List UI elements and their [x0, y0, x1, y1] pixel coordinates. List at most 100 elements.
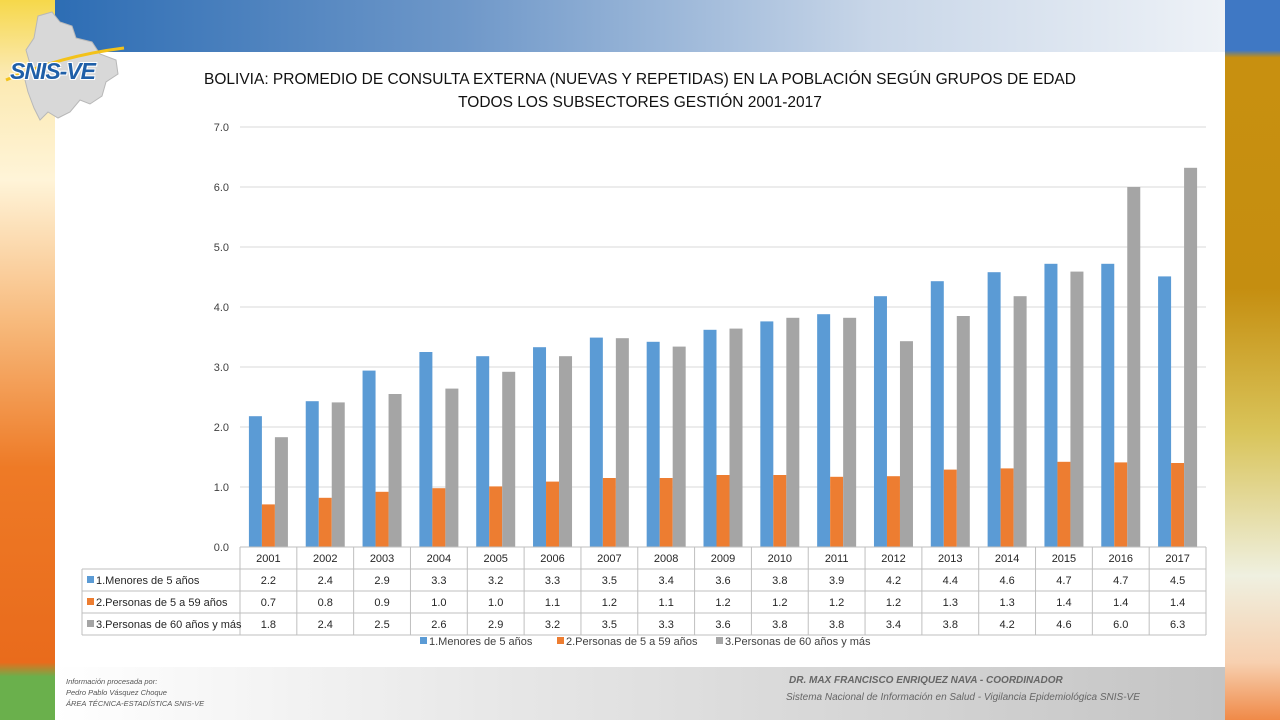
chart-title: BOLIVIA: PROMEDIO DE CONSULTA EXTERNA (N… [150, 68, 1130, 114]
data-label: 2.2 [261, 575, 276, 587]
legend-label: 2.Personas de 5 a 59 años [566, 636, 698, 648]
bar-series3 [786, 317, 800, 547]
bar-series3 [1184, 167, 1198, 548]
data-label: 0.9 [374, 597, 389, 609]
y-tick-label: 6.0 [214, 182, 229, 194]
bar-series2 [773, 475, 787, 547]
bar-series3 [331, 402, 345, 547]
data-label: 3.4 [886, 619, 901, 631]
data-label: 0.8 [318, 597, 333, 609]
data-label: 1.1 [659, 597, 674, 609]
bar-series3 [899, 341, 913, 547]
data-label: 1.4 [1056, 597, 1071, 609]
data-label: 1.2 [602, 597, 617, 609]
bar-series2 [602, 478, 616, 547]
bar-series1 [248, 416, 262, 547]
chart-title-line2: TODOS LOS SUBSECTORES GESTIÓN 2001-2017 [458, 94, 822, 111]
data-label: 3.4 [659, 575, 674, 587]
bolivia-map-icon [5, 11, 125, 121]
table-series-name: 3.Personas de 60 años y más [96, 619, 242, 631]
data-label: 1.3 [943, 597, 958, 609]
right-decorative-stripe [1225, 0, 1280, 720]
x-tick-label: 2010 [768, 553, 792, 565]
data-label: 1.2 [772, 597, 787, 609]
bar-series1 [419, 352, 433, 547]
bar-series2 [886, 476, 900, 547]
data-label: 2.9 [488, 619, 503, 631]
data-label: 3.6 [715, 619, 730, 631]
data-label: 3.2 [488, 575, 503, 587]
top-decorative-band [55, 0, 1225, 52]
footer-credits: Información procesada por: Pedro Pablo V… [66, 676, 204, 709]
data-label: 2.9 [374, 575, 389, 587]
x-tick-label: 2006 [540, 553, 564, 565]
footer-system-name: Sistema Nacional de Información en Salud… [786, 692, 1140, 703]
table-legend-key [87, 598, 94, 605]
data-label: 3.5 [602, 575, 617, 587]
data-label: 1.1 [545, 597, 560, 609]
data-label: 4.2 [999, 619, 1014, 631]
y-tick-label: 4.0 [214, 302, 229, 314]
bar-series1 [476, 356, 490, 547]
table-series-name: 1.Menores de 5 años [96, 575, 200, 587]
data-label: 1.2 [886, 597, 901, 609]
bar-series3 [388, 394, 402, 547]
bar-series2 [546, 481, 560, 547]
bar-series2 [489, 486, 503, 547]
data-label: 3.8 [772, 619, 787, 631]
data-label: 4.2 [886, 575, 901, 587]
bar-series2 [659, 478, 673, 547]
bar-series2 [318, 497, 332, 547]
data-label: 4.6 [1056, 619, 1071, 631]
bar-series2 [1000, 468, 1014, 547]
bar-series1 [589, 337, 603, 547]
table-series-name: 2.Personas de 5 a 59 años [96, 597, 228, 609]
data-label: 1.8 [261, 619, 276, 631]
data-label: 1.0 [488, 597, 503, 609]
bar-series3 [729, 328, 743, 547]
bar-series1 [930, 281, 944, 547]
y-tick-label: 1.0 [214, 482, 229, 494]
bar-series3 [559, 356, 573, 547]
bar-series2 [375, 491, 389, 547]
logo-text: SNIS-VE [10, 58, 96, 84]
data-label: 3.5 [602, 619, 617, 631]
left-decorative-stripe [0, 0, 55, 720]
bar-series1 [817, 314, 831, 547]
data-label: 3.8 [829, 619, 844, 631]
bar-series3 [843, 317, 857, 547]
data-label: 2.6 [431, 619, 446, 631]
bar-series2 [1057, 461, 1071, 547]
bar-series3 [1127, 187, 1141, 547]
footer-credit-line3: ÁREA TÉCNICA-ESTADÍSTICA SNIS-VE [66, 699, 205, 708]
x-tick-label: 2014 [995, 553, 1019, 565]
data-label: 3.3 [545, 575, 560, 587]
data-label: 3.3 [431, 575, 446, 587]
data-label: 1.4 [1113, 597, 1128, 609]
x-tick-label: 2008 [654, 553, 678, 565]
footer-band [55, 667, 1225, 720]
data-label: 3.8 [943, 619, 958, 631]
data-label: 6.3 [1170, 619, 1185, 631]
bar-series1 [1044, 263, 1058, 547]
bar-series1 [987, 272, 1001, 547]
data-label: 3.8 [772, 575, 787, 587]
bar-series3 [1013, 296, 1027, 547]
legend-key [420, 637, 427, 644]
legend-label: 3.Personas de 60 años y más [725, 636, 871, 648]
x-tick-label: 2013 [938, 553, 962, 565]
bar-series1 [1158, 276, 1172, 547]
bar-series1 [646, 341, 660, 547]
x-tick-label: 2017 [1165, 553, 1189, 565]
bar-series1 [760, 321, 774, 547]
footer-credit-line1: Información procesada por: [66, 677, 158, 686]
legend-key [716, 637, 723, 644]
bar-series2 [1171, 463, 1185, 547]
bar-series2 [830, 476, 844, 547]
chart-title-line1: BOLIVIA: PROMEDIO DE CONSULTA EXTERNA (N… [204, 71, 1076, 88]
legend-label: 1.Menores de 5 años [429, 636, 533, 648]
bar-series2 [943, 469, 957, 547]
y-tick-label: 2.0 [214, 422, 229, 434]
x-tick-label: 2004 [427, 553, 451, 565]
x-tick-label: 2015 [1052, 553, 1076, 565]
